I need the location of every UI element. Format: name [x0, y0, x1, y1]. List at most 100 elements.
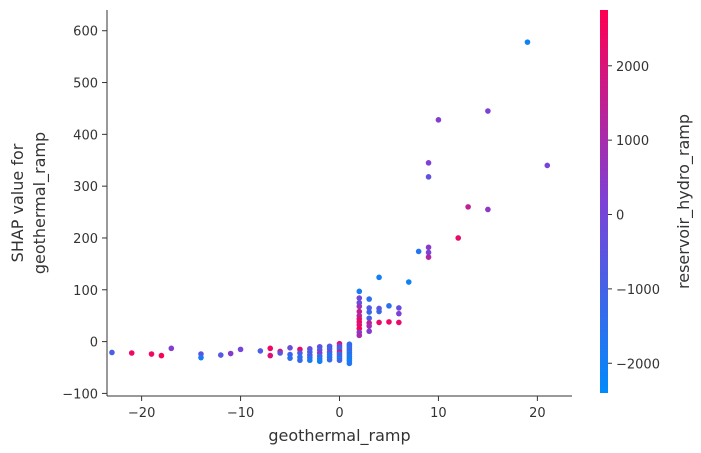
data-point	[425, 254, 432, 260]
data-point	[297, 350, 303, 356]
y-tick-label: 600	[73, 25, 98, 40]
data-point	[425, 249, 432, 256]
data-point	[396, 305, 402, 311]
data-point	[356, 308, 363, 315]
data-point	[425, 174, 432, 180]
data-point	[366, 323, 372, 329]
colorbar-tick-label: 2000	[616, 60, 649, 75]
data-point	[465, 204, 471, 210]
data-point	[366, 309, 372, 315]
data-point	[217, 352, 224, 358]
data-point	[425, 160, 432, 166]
y-tick-label: 200	[73, 232, 98, 247]
y-axis: −100 0 100 200 300 400 500 600	[62, 10, 108, 402]
x-tick-label: 20	[529, 406, 546, 421]
data-point	[257, 348, 264, 354]
y-tick-label: 500	[73, 77, 98, 92]
y-tick: 200	[73, 232, 107, 247]
data-point	[109, 349, 115, 356]
x-tick-label: −10	[227, 406, 254, 421]
data-point	[366, 305, 372, 311]
colorbar-tick: −1000	[608, 283, 660, 298]
y-tick: 500	[73, 77, 107, 92]
data-point	[425, 244, 432, 251]
x-tick: −20	[128, 396, 155, 421]
colorbar-tick-label: −1000	[616, 283, 660, 298]
data-point	[316, 358, 323, 365]
data-point	[376, 319, 382, 326]
x-tick: −10	[227, 396, 254, 421]
data-points	[109, 39, 551, 367]
colorbar-ticks: −2000 −1000 0 1000 2000	[608, 60, 660, 372]
data-point	[366, 328, 372, 335]
data-point	[356, 288, 363, 295]
colorbar-tick: 0	[608, 209, 624, 224]
data-point	[366, 296, 372, 302]
data-point	[346, 360, 353, 367]
y-tick: 0	[90, 336, 107, 351]
data-point	[356, 295, 363, 301]
data-point	[356, 303, 363, 310]
data-point	[148, 351, 155, 357]
x-axis-label: geothermal_ramp	[268, 426, 410, 446]
y-tick: 600	[73, 25, 107, 40]
colorbar-tick-label: 1000	[616, 134, 649, 149]
colorbar	[600, 10, 608, 393]
data-point	[366, 315, 372, 322]
y-tick: 100	[73, 284, 107, 299]
colorbar-tick-label: −2000	[616, 357, 660, 372]
data-point	[287, 355, 293, 361]
y-tick-label: 100	[73, 284, 98, 299]
data-point	[485, 108, 491, 114]
data-point	[267, 345, 274, 352]
x-tick-label: −20	[128, 406, 155, 421]
data-point	[287, 345, 293, 351]
x-tick: 20	[529, 396, 546, 421]
data-point	[405, 279, 412, 285]
data-point	[544, 162, 551, 169]
x-tick-label: 10	[430, 406, 447, 421]
data-point	[297, 357, 303, 364]
y-tick-label: 300	[73, 180, 98, 195]
data-point	[524, 39, 531, 45]
data-point	[386, 319, 392, 325]
colorbar-label: reservoir_hydro_ramp	[674, 114, 694, 289]
x-tick: 0	[335, 396, 344, 421]
y-tick: −100	[62, 387, 107, 402]
data-point	[415, 248, 422, 255]
y-tick-label: 0	[90, 336, 98, 351]
data-point	[356, 332, 363, 339]
data-point	[227, 350, 234, 357]
data-point	[396, 319, 402, 326]
x-tick-label: 0	[335, 406, 343, 421]
data-point	[158, 352, 165, 359]
data-point	[376, 274, 382, 281]
data-point	[237, 346, 244, 353]
y-tick-label: −100	[62, 387, 98, 402]
data-point	[326, 356, 333, 363]
colorbar-tick: 2000	[608, 60, 649, 75]
y-tick: 400	[73, 128, 107, 143]
x-tick: 10	[430, 396, 447, 421]
y-axis-label-line-1: SHAP value for	[8, 143, 27, 262]
data-point	[435, 117, 442, 123]
data-point	[198, 354, 204, 361]
data-point	[277, 350, 283, 356]
colorbar-tick: 1000	[608, 134, 649, 149]
data-point	[128, 350, 135, 356]
y-tick-label: 400	[73, 128, 98, 143]
data-point	[386, 303, 392, 309]
data-point	[455, 235, 462, 241]
y-tick: 300	[73, 180, 107, 195]
data-point	[376, 308, 382, 315]
y-axis-label-line-2: geothermal_ramp	[30, 132, 50, 274]
data-point	[485, 206, 491, 213]
x-axis: −20 −10 0 10 20	[107, 395, 572, 421]
colorbar-tick-label: 0	[616, 209, 624, 224]
data-point	[307, 357, 313, 364]
data-point	[396, 310, 402, 317]
data-point	[336, 357, 343, 364]
data-point	[267, 352, 274, 359]
colorbar-tick: −2000	[608, 357, 660, 372]
